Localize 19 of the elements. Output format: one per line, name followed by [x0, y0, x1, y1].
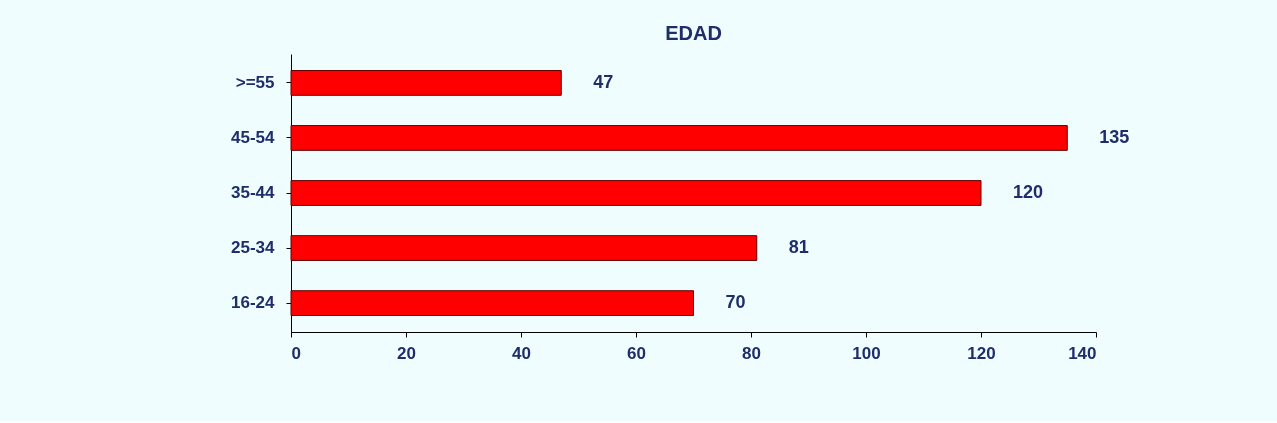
y-tick-label: 16-24 — [231, 293, 276, 313]
x-tick-label: 100 — [852, 343, 881, 363]
y-tick-label: 25-34 — [231, 238, 276, 258]
data-label: 120 — [1013, 182, 1044, 202]
x-tick-label: 140 — [1068, 343, 1097, 363]
data-label: 81 — [788, 237, 809, 258]
x-tick-label: 40 — [512, 343, 531, 363]
x-tick-label: 80 — [742, 343, 761, 363]
x-tick-label: 0 — [291, 343, 301, 363]
y-tick-label: 35-44 — [231, 183, 276, 202]
y-tick-label: >=55 — [235, 72, 275, 92]
y-tick-label: 45-54 — [231, 127, 276, 147]
x-tick-label: 20 — [397, 343, 416, 363]
data-label: 135 — [1099, 126, 1130, 147]
data-label: 47 — [593, 71, 614, 92]
x-tick-label: 60 — [627, 343, 646, 363]
data-label: 70 — [725, 292, 746, 313]
chart-title: EDAD — [665, 22, 722, 44]
x-tick-label: 120 — [967, 343, 996, 363]
